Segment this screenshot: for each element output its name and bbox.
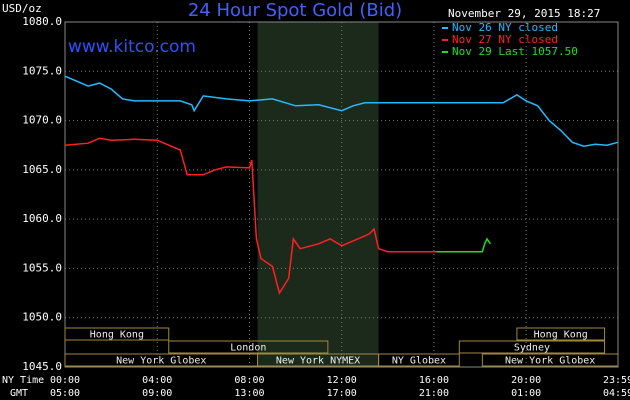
y-tick-label: 1045.0 bbox=[22, 360, 62, 373]
x-tick-label: 12:00 bbox=[327, 375, 357, 386]
series-line bbox=[436, 237, 492, 253]
y-tick-label: 1060.0 bbox=[22, 212, 62, 225]
y-tick-label: 1080.0 bbox=[22, 15, 62, 28]
series-line bbox=[64, 75, 619, 147]
x2-tick-label: 09:00 bbox=[142, 388, 172, 399]
y-tick-label: 1075.0 bbox=[22, 64, 62, 77]
legend-label: Nov 26 NY closed bbox=[452, 21, 558, 34]
session-label: New York Globex bbox=[505, 356, 595, 367]
session-label: Hong Kong bbox=[90, 330, 144, 341]
session-box bbox=[481, 353, 619, 367]
series-line bbox=[64, 137, 437, 295]
session-box bbox=[458, 340, 606, 354]
x2-tick-label: 04:59 bbox=[603, 388, 630, 399]
x2-tick-label: 21:00 bbox=[419, 388, 449, 399]
x2-tick-label: 01:00 bbox=[511, 388, 541, 399]
y-tick-label: 1050.0 bbox=[22, 311, 62, 324]
session-label: NY Globex bbox=[392, 356, 446, 367]
y-tick-label: 1065.0 bbox=[22, 163, 62, 176]
x-tick-label: 16:00 bbox=[419, 375, 449, 386]
shaded-band bbox=[257, 22, 379, 367]
y-tick-label: 1055.0 bbox=[22, 261, 62, 274]
watermark: www.kitco.com bbox=[68, 37, 196, 57]
session-label: New York Globex bbox=[116, 356, 206, 367]
y-tick-label: 1070.0 bbox=[22, 114, 62, 127]
x-tick-label: 08:00 bbox=[234, 375, 264, 386]
session-box bbox=[516, 327, 606, 341]
x-axis-label: NY Time bbox=[2, 375, 44, 386]
legend-label: Nov 27 NY closed bbox=[452, 33, 558, 46]
x-tick-label: 00:00 bbox=[50, 375, 80, 386]
plot-frame bbox=[64, 21, 619, 368]
session-label: London bbox=[230, 343, 266, 354]
legend-label: Nov 29 Last 1057.50 bbox=[452, 45, 578, 58]
x-tick-label: 20:00 bbox=[511, 375, 541, 386]
x2-tick-label: 17:00 bbox=[327, 388, 357, 399]
x-tick-label: 23:59 bbox=[603, 375, 630, 386]
x2-tick-label: 13:00 bbox=[234, 388, 264, 399]
y-axis-label: USD/oz bbox=[2, 2, 42, 15]
session-box bbox=[168, 340, 329, 354]
session-label: New York NYMEX bbox=[276, 356, 360, 367]
x-tick-label: 04:00 bbox=[142, 375, 172, 386]
session-label: Sydney bbox=[514, 343, 550, 354]
session-box bbox=[64, 327, 170, 341]
chart-title: 24 Hour Spot Gold (Bid) bbox=[188, 0, 402, 21]
session-label: Hong Kong bbox=[534, 330, 588, 341]
x2-axis-label: GMT bbox=[10, 388, 28, 399]
session-box bbox=[378, 353, 460, 367]
x2-tick-label: 05:00 bbox=[50, 388, 80, 399]
timestamp: November 29, 2015 18:27 bbox=[448, 7, 600, 20]
